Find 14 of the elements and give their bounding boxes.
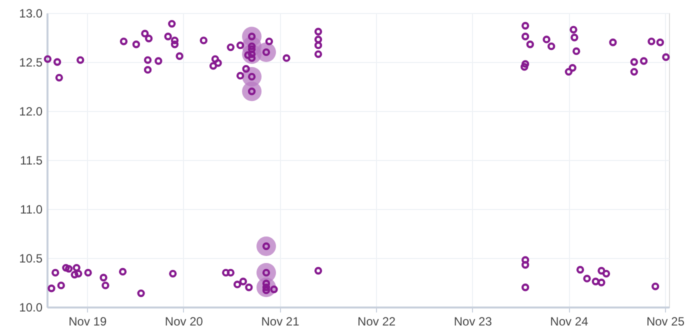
x-tick-label: Nov 19 [68,314,107,328]
y-tick-label: 10.5 [19,252,43,266]
x-tick-label: Nov 22 [358,314,396,328]
x-tick-label: Nov 23 [454,314,492,328]
y-tick-label: 13.0 [19,6,43,20]
y-tick-label: 10.0 [19,300,43,314]
x-tick-label: Nov 24 [550,314,589,328]
y-tick-label: 11.5 [20,154,43,168]
x-tick-label: Nov 25 [646,314,685,328]
y-tick-label: 12.5 [19,56,43,70]
x-tick-label: Nov 20 [164,314,204,328]
y-tick-label: 11.0 [20,202,43,216]
x-tick-label: Nov 21 [261,314,300,328]
y-tick-label: 12.0 [19,104,43,118]
